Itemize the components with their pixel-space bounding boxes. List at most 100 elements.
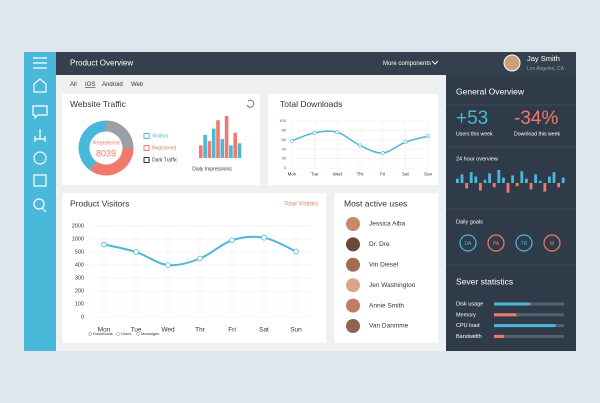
chat-icon[interactable] <box>32 105 48 120</box>
stat-label: Download this week <box>514 131 561 137</box>
server-bar <box>494 324 556 328</box>
tab[interactable]: Android <box>102 82 123 88</box>
hour-bar <box>469 172 473 183</box>
stat-value: +53 <box>456 108 488 129</box>
hour-bar <box>460 174 464 183</box>
user-avatar[interactable] <box>346 217 360 231</box>
card-title: Total Downloads <box>280 99 342 109</box>
y-tick-label: 0 <box>81 314 84 320</box>
hour-bar <box>561 177 565 183</box>
impression-bar <box>203 134 207 158</box>
y-tick-label: 100 <box>279 118 286 123</box>
impression-bar <box>224 116 229 158</box>
user-location: Los Angeles, CA <box>527 66 565 72</box>
y-tick-label: 300 <box>75 275 84 281</box>
hour-bar <box>502 177 505 183</box>
user-name: Jay Smith <box>527 54 560 63</box>
impression-bar <box>216 120 220 158</box>
line-point <box>133 249 139 255</box>
hour-bar <box>529 183 533 190</box>
tab[interactable]: Web <box>131 82 144 88</box>
menu-caret <box>431 60 439 65</box>
y-tick-label: 1000 <box>72 236 84 242</box>
hour-bar <box>488 173 491 183</box>
impression-bar <box>220 139 225 158</box>
hour-bar <box>538 180 542 183</box>
hour-bar <box>515 183 519 187</box>
menu-link[interactable]: More components <box>383 61 431 67</box>
hour-bar <box>497 170 501 183</box>
user-avatar[interactable] <box>346 237 360 252</box>
card-title: Most active uses <box>344 198 407 208</box>
calendar-icon[interactable] <box>33 174 47 187</box>
x-tick-label: Mon <box>98 327 111 334</box>
hour-bar <box>474 176 478 183</box>
x-tick-label: Fri <box>380 172 385 177</box>
hour-bar <box>492 183 496 188</box>
hour-bar <box>465 183 468 189</box>
user-avatar[interactable] <box>346 257 360 272</box>
home-icon[interactable] <box>33 78 47 93</box>
server-track <box>494 313 564 317</box>
user-name[interactable]: Dr. Dre <box>369 241 390 248</box>
server-label: Memory <box>456 312 476 318</box>
hour-bar <box>520 171 524 183</box>
hour-bar <box>456 178 459 183</box>
search-icon[interactable] <box>33 198 45 210</box>
panel-subtitle: Daily goals <box>456 219 483 225</box>
user-name[interactable]: Vin Diesel <box>369 262 399 269</box>
goal-ring[interactable] <box>487 234 505 252</box>
search-icon-handle <box>41 207 47 213</box>
line-point <box>290 138 294 143</box>
y-tick-label: 100 <box>75 301 84 307</box>
top-bar <box>56 52 576 75</box>
y-tick-label: 500 <box>75 249 84 255</box>
line-point <box>426 134 430 138</box>
y-tick-label: 20 <box>282 156 287 161</box>
server-label: CPU load <box>456 323 480 329</box>
x-tick-label: Fri <box>228 327 236 334</box>
total-visitors-link[interactable]: Total Visitors <box>284 202 318 208</box>
line-point <box>229 237 235 244</box>
tab[interactable]: All <box>70 82 77 88</box>
user-avatar[interactable] <box>346 319 360 333</box>
legend-label: Messages <box>141 331 159 336</box>
impressions-label: Daily Impressions <box>192 166 232 172</box>
user-name[interactable]: Jen Washington <box>369 282 416 289</box>
user-name[interactable]: Annie Smith <box>369 302 404 309</box>
goal-label: PA <box>493 241 500 247</box>
donut-segment <box>89 147 134 176</box>
x-tick-label: Sat <box>402 172 410 177</box>
x-tick-label: Wed <box>161 327 175 334</box>
org-icon[interactable] <box>34 129 46 142</box>
y-tick-label: 40 <box>282 146 287 151</box>
goal-ring[interactable] <box>543 234 561 252</box>
refresh-icon[interactable] <box>246 99 255 108</box>
chart-icon[interactable] <box>33 151 47 165</box>
impression-bar <box>237 143 242 158</box>
panel-title: Sever statistics <box>456 276 513 286</box>
line-point <box>101 241 107 248</box>
user-name[interactable]: Van Danmme <box>369 323 409 330</box>
legend-label: Registered <box>152 145 176 151</box>
server-bar <box>494 334 504 338</box>
line-point <box>293 248 299 255</box>
goal-label: TR <box>521 241 528 247</box>
goal-ring[interactable] <box>515 234 533 252</box>
hour-bar <box>557 183 560 188</box>
user-avatar[interactable] <box>503 54 521 72</box>
panel-dividers <box>446 104 576 266</box>
x-tick-label: Sun <box>424 172 433 177</box>
user-avatar[interactable] <box>346 278 360 293</box>
server-bar <box>494 313 517 317</box>
tab[interactable]: IOS <box>85 82 95 88</box>
card-title: Product Visitors <box>70 198 129 208</box>
line-point <box>358 143 362 148</box>
line-point <box>165 262 171 268</box>
legend-label: Dark Traffic <box>152 157 178 163</box>
goal-ring[interactable] <box>459 234 477 252</box>
user-avatar[interactable] <box>346 298 360 313</box>
panel-subtitle: 24 hour overview <box>456 156 498 162</box>
user-name[interactable]: Jessica Alba <box>369 221 406 228</box>
menu-icon[interactable] <box>33 57 47 69</box>
